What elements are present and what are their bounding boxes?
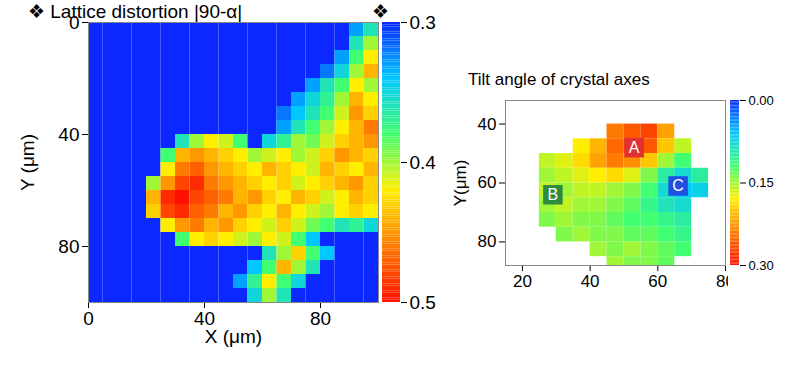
svg-text:0.3: 0.3 — [410, 12, 436, 33]
svg-text:80: 80 — [716, 272, 728, 291]
svg-text:80: 80 — [58, 236, 79, 257]
svg-text:0: 0 — [83, 308, 94, 329]
svg-text:X (μm): X (μm) — [205, 326, 262, 347]
svg-text:0.4: 0.4 — [410, 152, 437, 173]
svg-text:0.15: 0.15 — [749, 175, 774, 190]
svg-text:40: 40 — [58, 124, 79, 145]
svg-text:0.00: 0.00 — [749, 95, 774, 108]
svg-text:40: 40 — [581, 272, 600, 291]
svg-text:0.30: 0.30 — [749, 258, 774, 273]
svg-text:40: 40 — [478, 115, 497, 134]
svg-text:80: 80 — [478, 232, 497, 251]
svg-text:B: B — [548, 186, 559, 203]
svg-text:A: A — [629, 139, 640, 156]
svg-text:60: 60 — [478, 173, 497, 192]
svg-text:0.5: 0.5 — [410, 292, 436, 313]
svg-text:20: 20 — [513, 272, 532, 291]
svg-text:60: 60 — [648, 272, 667, 291]
svg-text:Y (μm): Y (μm) — [17, 134, 38, 191]
svg-text:80: 80 — [310, 308, 331, 329]
svg-text:Y(μm): Y(μm) — [451, 160, 470, 207]
svg-text:C: C — [672, 177, 684, 194]
